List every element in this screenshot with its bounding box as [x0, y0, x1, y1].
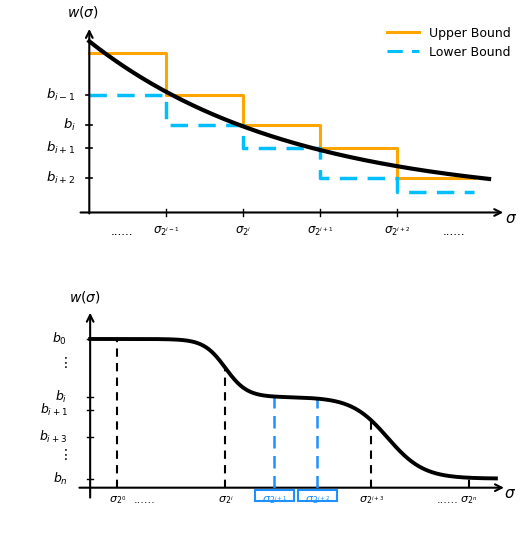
Text: $\sigma_{2^n}$: $\sigma_{2^n}$ [460, 494, 477, 506]
Text: $\sigma_{2^{i+2}}$: $\sigma_{2^{i+2}}$ [305, 494, 330, 506]
Text: $b_{i+3}$: $b_{i+3}$ [40, 429, 68, 445]
Text: ......: ...... [436, 494, 458, 504]
Text: $b_{i-1}$: $b_{i-1}$ [46, 86, 76, 103]
Text: $\sigma_{2^{i+1}}$: $\sigma_{2^{i+1}}$ [261, 494, 287, 506]
Bar [254, 489, 294, 501]
Text: $b_n$: $b_n$ [53, 470, 68, 487]
Text: $b_{i+2}$: $b_{i+2}$ [46, 170, 76, 186]
Text: $b_{i+1}$: $b_{i+1}$ [40, 402, 68, 418]
Text: $\sigma_{2^i}$: $\sigma_{2^i}$ [235, 225, 251, 238]
Text: ......: ...... [134, 494, 155, 504]
Text: $\sigma_{2^{i+3}}$: $\sigma_{2^{i+3}}$ [359, 494, 384, 506]
Text: ......: ...... [443, 225, 466, 238]
Text: $\sigma_{2^0}$: $\sigma_{2^0}$ [109, 494, 126, 506]
Text: $b_i$: $b_i$ [62, 117, 76, 133]
Text: $b_i$: $b_i$ [55, 389, 68, 405]
Text: $\sigma$: $\sigma$ [505, 211, 516, 225]
Text: $\sigma_{2^{i+1}}$: $\sigma_{2^{i+1}}$ [307, 225, 333, 238]
Bar [298, 489, 337, 501]
Text: ......: ...... [110, 225, 133, 238]
Text: $w(\sigma)$: $w(\sigma)$ [69, 288, 101, 305]
Text: $\sigma_{2^{i+2}}$: $\sigma_{2^{i+2}}$ [384, 225, 410, 238]
Text: $\sigma$: $\sigma$ [504, 485, 516, 501]
Text: $b_{i+1}$: $b_{i+1}$ [46, 140, 76, 156]
Text: $\sigma_{2^i}$: $\sigma_{2^i}$ [218, 494, 233, 506]
Legend: Upper Bound, Lower Bound: Upper Bound, Lower Bound [388, 27, 510, 59]
Text: $\vdots$: $\vdots$ [58, 355, 68, 370]
Text: $b_0$: $b_0$ [52, 331, 68, 347]
Text: $\sigma_{2^{i-1}}$: $\sigma_{2^{i-1}}$ [153, 225, 180, 238]
Text: $w(\sigma)$: $w(\sigma)$ [67, 4, 99, 21]
Text: $\vdots$: $\vdots$ [58, 446, 68, 461]
